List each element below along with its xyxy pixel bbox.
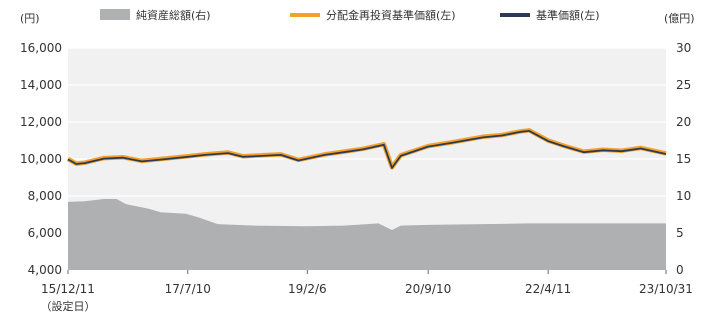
axes: 16,000 30 14,000 25 12,000 20 10,000 15 8,000 10 6… — [20, 12, 695, 313]
y-left-tick-label: 16,000 — [20, 41, 62, 55]
y-right-tick-label: 20 — [676, 115, 691, 129]
x-tick-label: 22/4/11 — [525, 282, 571, 296]
legend: 純資産総額(右) 分配金再投資基準価額(左) 基準価額(左) — [100, 8, 600, 22]
legend-label: 分配金再投資基準価額(左) — [326, 8, 456, 22]
x-tick-label: 23/10/31 — [639, 282, 693, 296]
legend-swatch-line — [290, 13, 320, 17]
series-line-nav — [67, 129, 667, 169]
y-left-tick-label: 10,000 — [20, 152, 62, 166]
x-tick-label: 19/2/6 — [288, 282, 327, 296]
y-left-tick-label: 14,000 — [20, 78, 62, 92]
y-right-tick-label: 25 — [676, 78, 691, 92]
y-right-tick-label: 15 — [676, 152, 691, 166]
series-area-net-assets — [68, 199, 666, 270]
legend-label: 基準価額(左) — [536, 8, 600, 22]
x-tick-label: 15/12/11 — [41, 282, 95, 296]
legend-swatch-net-assets — [100, 9, 130, 20]
y-left-unit-label: (円) — [20, 12, 40, 25]
legend-swatch-line — [500, 13, 530, 17]
y-left-tick-label: 8,000 — [28, 189, 62, 203]
line-layer — [66, 128, 667, 170]
x-tick-label: 20/9/10 — [405, 282, 451, 296]
y-right-unit-label: (億円) — [664, 12, 695, 25]
area-layer — [68, 199, 666, 270]
y-right-tick-label: 10 — [676, 189, 691, 203]
y-right-tick-label: 0 — [676, 263, 684, 277]
x-sublabel: （設定日） — [41, 299, 96, 313]
y-left-tick-label: 4,000 — [28, 263, 62, 277]
y-left-tick-label: 12,000 — [20, 115, 62, 129]
y-right-tick-label: 5 — [676, 226, 684, 240]
legend-label: 純資産総額(右) — [136, 8, 211, 22]
y-left-tick-label: 6,000 — [28, 226, 62, 240]
y-right-tick-label: 30 — [676, 41, 691, 55]
x-tick-label: 17/7/10 — [165, 282, 211, 296]
